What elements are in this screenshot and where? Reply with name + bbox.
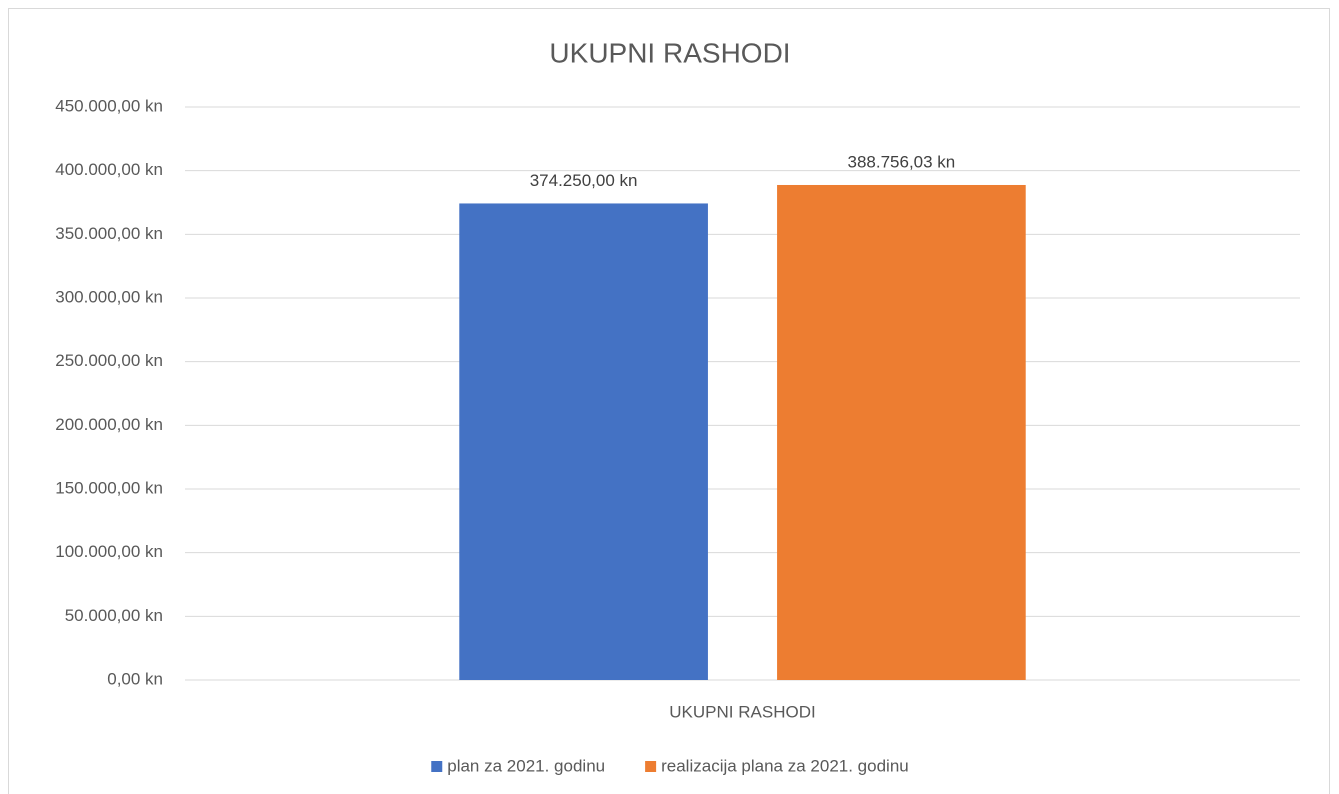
- y-tick-label: 150.000,00 kn: [55, 478, 163, 497]
- y-tick-label: 350.000,00 kn: [55, 224, 163, 243]
- y-tick-label: 0,00 kn: [107, 669, 163, 688]
- x-tick-label: UKUPNI RASHODI: [669, 702, 815, 721]
- y-tick-label: 450.000,00 kn: [55, 96, 163, 115]
- chart-title: UKUPNI RASHODI: [549, 37, 790, 68]
- legend-swatch: [645, 761, 657, 772]
- legend-label: realizacija plana za 2021. godinu: [661, 756, 909, 775]
- y-tick-label: 300.000,00 kn: [55, 287, 163, 306]
- y-tick-label: 400.000,00 kn: [55, 160, 163, 179]
- legend-swatch: [431, 761, 443, 772]
- value-label: 374.250,00 kn: [530, 171, 638, 190]
- legend-label: plan za 2021. godinu: [447, 756, 605, 775]
- y-tick-label: 100.000,00 kn: [55, 542, 163, 561]
- bar: [777, 184, 1026, 680]
- bar: [459, 203, 708, 680]
- y-tick-label: 250.000,00 kn: [55, 351, 163, 370]
- y-tick-label: 50.000,00 kn: [65, 606, 163, 625]
- value-label: 388.756,03 kn: [848, 152, 956, 171]
- y-tick-label: 200.000,00 kn: [55, 415, 163, 434]
